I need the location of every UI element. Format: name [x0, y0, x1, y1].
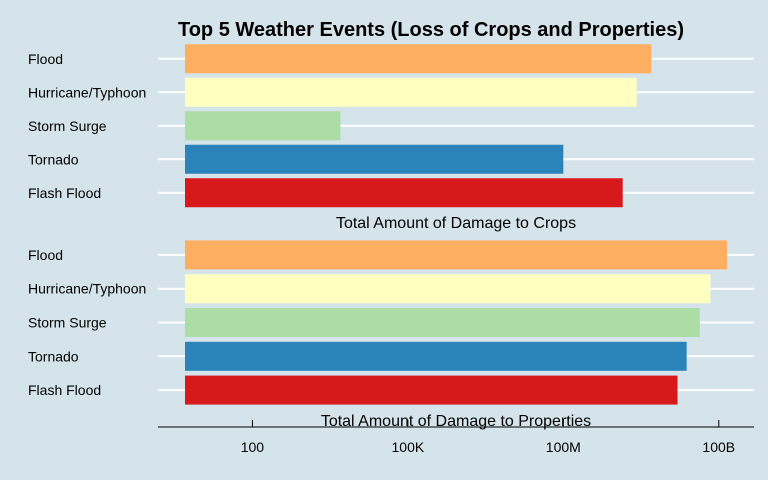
x-tick-label: 100 — [241, 439, 265, 455]
bar-tornado — [185, 144, 564, 174]
x-tick-label: 100B — [702, 439, 735, 455]
category-label: Tornado — [28, 348, 79, 364]
bar-flood — [185, 240, 728, 270]
category-label: Tornado — [28, 151, 79, 167]
bar-flood — [185, 44, 652, 74]
category-label: Storm Surge — [28, 315, 107, 331]
panel-2: Flood Hurricane/Typhoon Storm Surge Tornado… — [28, 240, 754, 430]
bar-storm-surge — [185, 308, 700, 337]
panel-1: Flood Hurricane/Typhoon Storm Surge Tornado… — [28, 44, 754, 232]
x-tick-label: 100M — [546, 439, 581, 455]
x-tick-label: 100K — [392, 439, 425, 455]
axis-label: Total Amount of Damage to Properties — [321, 413, 591, 430]
chart-title: Top 5 Weather Events (Loss of Crops and … — [178, 19, 684, 41]
category-label: Storm Surge — [28, 118, 107, 134]
bar-hurricane-typhoon — [185, 77, 637, 107]
bar-flash-flood — [185, 178, 623, 208]
bar-tornado — [185, 341, 687, 371]
category-label: Hurricane/Typhoon — [28, 281, 146, 297]
bar-hurricane-typhoon — [185, 274, 711, 304]
bar-storm-surge — [185, 111, 341, 141]
category-label: Flash Flood — [28, 382, 101, 398]
category-label: Flood — [28, 51, 63, 67]
axis-label: Total Amount of Damage to Crops — [336, 215, 576, 232]
category-label: Flash Flood — [28, 185, 101, 201]
category-label: Flood — [28, 247, 63, 263]
category-label: Hurricane/Typhoon — [28, 84, 146, 100]
bar-flash-flood — [185, 375, 678, 405]
